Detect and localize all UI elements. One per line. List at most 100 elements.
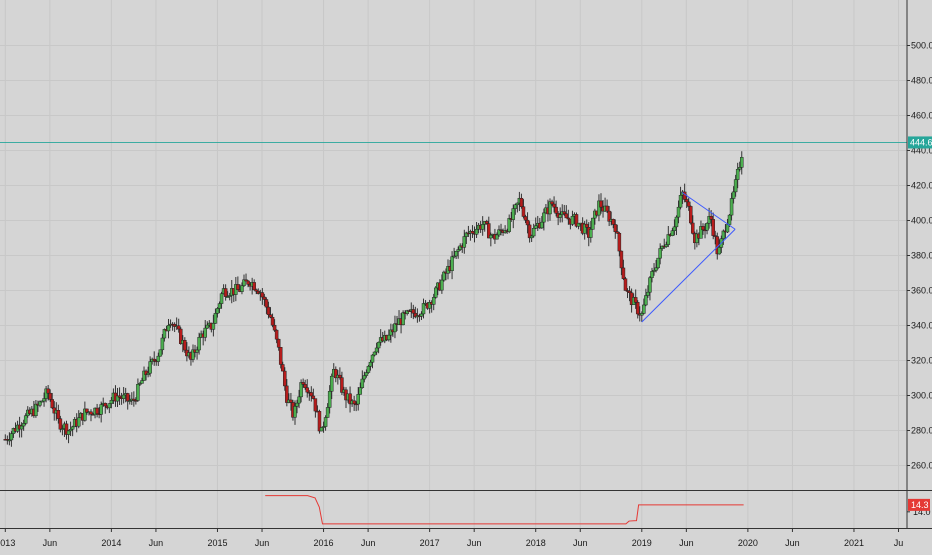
time-tick-label: Jun [785,538,800,548]
candle-up [44,388,48,399]
candle-down [611,219,615,225]
candle-down [485,221,489,224]
candle-up [699,226,703,239]
trendline[interactable] [681,192,736,230]
candle-up [370,354,375,363]
candle-down [285,385,289,403]
candle-down [623,278,628,291]
candle-down [236,284,240,290]
candle-up [323,417,328,427]
time-axis[interactable]: 2013 Jun 2014 Jun 2015 Jun 2016 Jun 2017 Jun 2018 J… [0,528,932,549]
candle-down [223,288,228,297]
candle-up [419,313,424,317]
candle-up [646,291,650,296]
candle-down [605,205,609,212]
candle-up [136,383,140,401]
candle-down [313,398,318,412]
candle-down [246,280,250,285]
candle-down [144,370,148,375]
candle-down [254,289,258,292]
candle-up [76,417,81,427]
price-tick-label: 300.0 [911,391,932,401]
candle-up [70,426,75,430]
candle-down [525,219,530,226]
candle-up [140,380,144,384]
candle-up [162,329,167,339]
candle-up [733,179,738,193]
candle-up [497,229,501,236]
candle-up [666,234,671,245]
candle-up [99,404,103,415]
candle-up [23,415,28,424]
candle-down [283,370,287,387]
candle-up [142,370,146,381]
candle-down [172,324,177,327]
price-tick-label: 380.0 [911,251,932,261]
candle-up [364,372,369,376]
candle-up [156,355,161,362]
candle-down [264,299,269,308]
candle-down [176,325,181,330]
candle-up [678,195,683,208]
candle-down [635,302,640,315]
candle-up [731,191,736,199]
candle-up [293,406,297,418]
candle-up [121,394,126,399]
candle-down [617,232,622,252]
candle-up [213,313,218,324]
candle-down [64,423,69,435]
candle-down [562,211,567,215]
candle-up [40,400,44,403]
indicator-line [265,495,744,525]
candle-up [60,428,65,430]
candle-up [299,382,303,398]
candle-up [652,270,656,272]
candle-up [389,329,393,336]
trendline-drawings[interactable] [641,192,736,323]
indicator-pane[interactable]: 14.014.3 [0,490,932,525]
candle-down [564,213,569,219]
price-axis[interactable]: 260.0 280.0 300.0 320.0 340.0 360.0 380.0 400.0… [906,0,932,528]
candle-down [523,216,528,221]
candle-down [574,214,579,227]
candle-up [393,323,397,333]
time-tick-label: 2021 [844,538,864,548]
candle-up [705,222,709,231]
candle-down [613,224,618,232]
candle-down [276,338,281,348]
candle-down [521,206,526,217]
candle-down [354,403,358,406]
time-tick-label: 2020 [738,538,758,548]
candle-up [83,408,87,421]
main-grid [0,0,907,528]
candle-up [450,256,454,271]
candle-up [372,351,377,356]
time-tick-label: 2015 [207,538,227,548]
candle-up [240,285,244,292]
candle-up [321,426,326,428]
candle-up [138,383,142,385]
trendline[interactable] [641,228,736,323]
candle-up [674,216,679,228]
price-tick-label: 360.0 [911,286,932,296]
candle-down [701,226,705,231]
candle-up [127,400,132,402]
time-tick-label: 2019 [632,538,652,548]
candle-up [356,394,360,405]
candle-down [711,219,715,236]
candle-down [85,408,89,413]
indicator-value-label: 14.3 [911,500,929,510]
candle-down [244,279,248,282]
candle-up [480,224,485,230]
candle-up [148,361,152,374]
candle-up [456,249,460,252]
candle-down [552,203,556,208]
candle-up [672,226,677,231]
candle-up [366,366,371,373]
time-tick-label: Ju [894,538,904,548]
candle-up [591,217,595,230]
candle-up [464,232,469,237]
time-tick-label: Jun [573,538,588,548]
